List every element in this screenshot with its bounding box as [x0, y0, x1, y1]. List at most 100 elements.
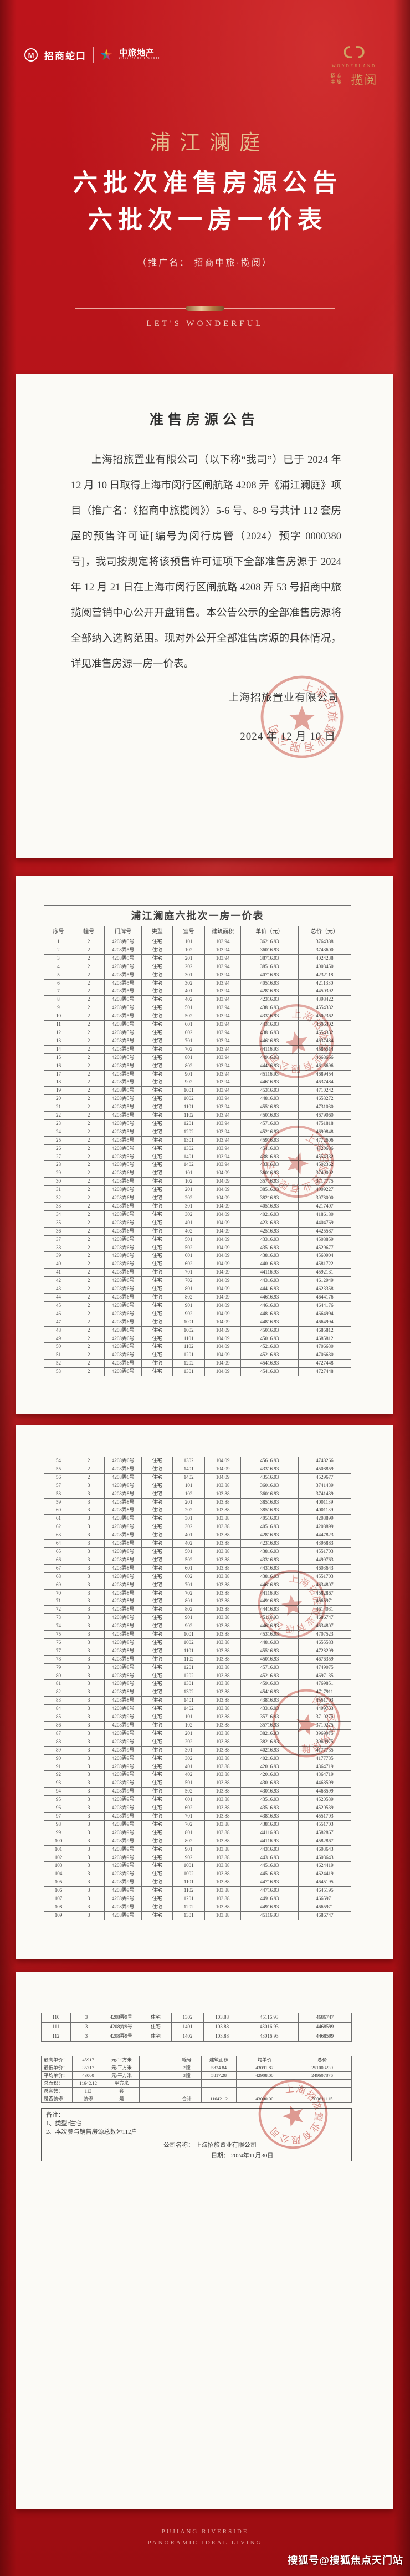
announcement-signature: 上海招旅置业有限公司	[228, 692, 339, 704]
table-row: 3 2 4208弄5号 住宅 201 103.94 38716.93 4024238	[43, 954, 352, 963]
table-row: 48 2 4208弄6号 住宅 1002 104.09 45016.93 4685812	[43, 1326, 352, 1335]
table-row: 103 3 4208弄9号 住宅 1001 103.88 44516.93 4624419	[43, 1861, 352, 1871]
table-row: 95 3 4208弄9号 住宅 601 103.88 43516.93 4520539	[43, 1795, 352, 1805]
table-row: 78 3 4208弄8号 住宅 1102 103.88 45016.93 4676359	[43, 1654, 352, 1664]
table-row: 23 2 4208弄5号 住宅 1201 103.94 45716.93 4751818	[43, 1119, 352, 1128]
table-row: 112 3 4208弄9号 住宅 1402 103.88 43016.93 4468599	[41, 2031, 352, 2042]
table-row: 最高单价： 45917 元/平方米 幢号 建筑面积 均单价 总价	[41, 2056, 352, 2064]
table-row: 68 3 4208弄8号 住宅 602 103.88 43816.93 4551703	[43, 1572, 352, 1581]
table-row: 84 3 4208弄8号 住宅 1402 103.88 43316.93 4499763	[43, 1704, 352, 1714]
table-row: 6 2 4208弄5号 住宅 302 103.94 40516.93 4211330	[43, 979, 352, 988]
table-row: 54 2 4208弄6号 住宅 1302 104.09 45616.93 4748266	[43, 1457, 352, 1465]
price-table-card-2: 54 2 4208弄6号 住宅 1302 104.09 45616.93 4748266 55 2…	[16, 1425, 393, 1959]
price-table-card-1: 浦江澜庭六批次一房一价表 序号 幢号 门牌号 类型 室号 建筑面积 单价（元） 总价（元） 1…	[16, 876, 393, 1414]
footer-en-line-2: PANORAMIC IDEAL LIVING	[147, 2539, 263, 2546]
table-row: 42 2 4208弄6号 住宅 702 104.09 44316.93 4612949	[43, 1276, 352, 1286]
table-row: 49 2 4208弄6号 住宅 1101 104.09 45016.93 4685812	[43, 1334, 352, 1343]
table-row: 26 2 4208弄5号 住宅 1302 103.94 45416.93 4720636	[43, 1144, 352, 1153]
sohu-watermark: 搜狐号@搜狐焦点天门站	[288, 2555, 403, 2566]
table-row: 61 3 4208弄8号 住宅 301 103.88 40516.93 4208899	[43, 1514, 352, 1524]
gov-seal-stamp: 闵行区住房保障	[272, 1689, 343, 1760]
promo-name-note: （推广名： 招商中旅·揽阅）	[137, 258, 273, 268]
table-row: 100 3 4208弄9号 住宅 802 103.88 44116.93 4582867	[43, 1836, 352, 1846]
price-table-header-row: 序号 幢号 门牌号 类型 室号 建筑面积 单价（元） 总价（元）	[43, 926, 352, 938]
cmsk-brand-name: 招商蛇口	[44, 50, 86, 62]
remarks-item-2: 2、本次参与销售房源总数为112户	[46, 2129, 137, 2135]
table-row: 110 3 4208弄9号 住宅 1302 103.88 45116.93 4686747	[41, 2013, 352, 2023]
table-row: 57 3 4208弄8号 住宅 101 103.88 36016.93 3741439	[43, 1481, 352, 1490]
table-row: 108 3 4208弄9号 住宅 1202 103.88 44916.93 4665971	[43, 1902, 352, 1912]
ctg-brand: 中旅地产 CTG REAL ESTATE	[119, 48, 162, 62]
header-brand-right: WONDERLAND 招商 中旅 揽阅	[324, 43, 385, 88]
hero-divider-ornament	[186, 306, 224, 311]
table-row: 67 3 4208弄8号 住宅 601 103.88 44316.93 4603643	[43, 1564, 352, 1573]
table-row: 10 2 4208弄5号 住宅 502 103.94 43316.93 4502362	[43, 1012, 352, 1021]
table-row: 32 2 4208弄6号 住宅 202 104.09 38216.93 3978000	[43, 1194, 352, 1203]
announcement-title: 准售房源公告	[149, 413, 259, 427]
table-row: 81 3 4208弄8号 住宅 1301 103.88 45916.93 4769851	[43, 1679, 352, 1689]
project-logo-row: 招商 中旅 揽阅	[324, 70, 385, 88]
table-row: 总面积： 11642.12 平方米	[41, 2079, 352, 2088]
table-row: 53 2 4208弄6号 住宅 1301 104.09 45416.93 4727448	[43, 1367, 352, 1377]
table-row: 76 3 4208弄8号 住宅 1002 103.88 44816.93 4655583	[43, 1638, 352, 1647]
table-row: 52 2 4208弄6号 住宅 1202 104.09 45416.93 4727448	[43, 1359, 352, 1368]
table-row: 总套数： 112 套	[41, 2087, 352, 2095]
table-row: 33 2 4208弄6号 住宅 301 104.09 40516.93 4217407	[43, 1202, 352, 1211]
price-table-title-row: 浦江澜庭六批次一房一价表	[44, 905, 351, 926]
table-row: 40 2 4208弄6号 住宅 602 104.09 44016.93 4581722	[43, 1260, 352, 1269]
announcement-body: 上海招旅置业有限公司（以下称“我司”）已于 2024 年 12 月 10 日取得…	[71, 455, 341, 670]
table-row: 38 2 4208弄6号 住宅 502 104.09 43516.93 4529677	[43, 1243, 352, 1253]
table-row: 是否装修： 装修是合计 11642.12 43000.00 500611115	[41, 2095, 352, 2103]
ctg-brand-name: 中旅地产	[119, 48, 155, 58]
table-row: 1 2 4208弄5号 住宅 101 103.94 36216.93 3764388	[43, 938, 352, 946]
table-row: 21 2 4208弄5号 住宅 1101 103.94 45516.93 4731030	[43, 1103, 352, 1112]
table-row: 65 3 4208弄8号 住宅 501 103.88 43816.93 4551703	[43, 1547, 352, 1556]
table-row: 29 2 4208弄6号 住宅 101 104.09 36016.93 3749002	[43, 1169, 352, 1178]
company-seal-stamp-1: 上海招旅置业有限公司	[260, 675, 344, 758]
remarks-item-1: 1、类型:住宅	[46, 2120, 81, 2127]
table-row: 43 2 4208弄6号 住宅 801 104.09 44416.93 4623358	[43, 1285, 352, 1294]
table-row: 31 2 4208弄6号 住宅 201 104.09 38516.93 4009227	[43, 1185, 352, 1195]
column-header: 单价（元）	[240, 926, 299, 938]
table-row: 51 2 4208弄6号 住宅 1201 104.09 45216.93 4706630	[43, 1351, 352, 1360]
company-seal-stamp-3: 上海招旅置业有限公司	[258, 1121, 338, 1203]
hero-slogan: LET'S WONDERFUL	[146, 319, 264, 328]
summary-table: 最高单价： 45917 元/平方米 幢号 建筑面积 均单价 总价 最低单价： 35717 元/平方…	[41, 2056, 352, 2103]
column-header: 建筑面积	[204, 926, 242, 938]
announcement-card: 准售房源公告 上海招旅置业有限公司（以下称“我司”）已于 2024 年 12 月…	[16, 374, 393, 858]
table-row: 80 3 4208弄8号 住宅 1202 103.88 45216.93 4697135	[43, 1671, 352, 1681]
column-header: 序号	[43, 926, 74, 938]
table-row: 44 2 4208弄6号 住宅 802 104.09 44616.93 4644176	[43, 1292, 352, 1302]
hero-line-2: 六批次一房一价表	[88, 206, 327, 233]
column-header: 门牌号	[104, 926, 142, 938]
table-row: 5 2 4208弄5号 住宅 301 103.94 40716.93 4232118	[43, 970, 352, 980]
table-row: 34 2 4208弄6号 住宅 302 104.09 40216.93 4186180	[43, 1210, 352, 1219]
brand-separator	[93, 47, 94, 63]
table-row: 92 3 4208弄9号 住宅 402 103.88 42016.93 4364719	[43, 1770, 352, 1780]
ctg-brand-sub: CTG REAL ESTATE	[119, 57, 162, 61]
table-row: 37 2 4208弄6号 住宅 501 104.09 43316.93 4508859	[43, 1235, 352, 1244]
table-row: 93 3 4208弄9号 住宅 501 103.88 43016.93 4468599	[43, 1779, 352, 1788]
column-header: 类型	[141, 926, 173, 938]
price-table-part3: 110 3 4208弄9号 住宅 1302 103.88 45116.93 4686747 11…	[41, 2013, 352, 2042]
table-row: 4 2 4208弄5号 住宅 202 103.94 38516.93 4003450	[43, 962, 352, 971]
table-row: 74 3 4208弄8号 住宅 902 103.88 44616.93 4634807	[43, 1622, 352, 1631]
table-row: 106 3 4208弄9号 住宅 1102 103.88 44716.93 4645195	[43, 1886, 352, 1896]
table-row: 19 2 4208弄5号 住宅 1001 103.94 45316.93 4710242	[43, 1086, 352, 1096]
table-row: 11 2 4208弄5号 住宅 601 103.94 44316.93 4606302	[43, 1020, 352, 1029]
remarks-label: 备注：	[46, 2112, 64, 2119]
table-row: 45 2 4208弄6号 住宅 901 104.09 44616.93 4644176	[43, 1301, 352, 1310]
remarks-box: 备注： 1、类型:住宅 2、本次参与销售房源总数为112户 公司名称： 上海招旅…	[41, 2108, 352, 2161]
summary-card: 110 3 4208弄9号 住宅 1302 103.88 45116.93 4686747 11…	[16, 1972, 393, 2509]
table-row: 66 3 4208弄8号 住宅 502 103.88 43316.93 4499763	[43, 1555, 352, 1565]
project-logo-name: 揽阅	[351, 73, 378, 87]
table-row: 94 3 4208弄9号 住宅 502 103.88 43016.93 4468599	[43, 1787, 352, 1796]
column-header: 总价（元）	[298, 926, 352, 938]
company-seal-stamp-5: 上海招旅置业有限公司	[254, 2075, 332, 2154]
table-row: 77 3 4208弄8号 住宅 1101 103.88 45516.93 4728299	[43, 1646, 352, 1656]
table-row: 58 3 4208弄8号 住宅 102 103.88 36016.93 3741439	[43, 1489, 352, 1499]
table-row: 28 2 4208弄5号 住宅 1402 103.94 43316.93 4502362	[43, 1160, 352, 1170]
table-row: 36 2 4208弄6号 住宅 402 104.09 42516.93 4425587	[43, 1226, 352, 1236]
hero-line-1: 六批次准售房源公告	[73, 169, 342, 196]
